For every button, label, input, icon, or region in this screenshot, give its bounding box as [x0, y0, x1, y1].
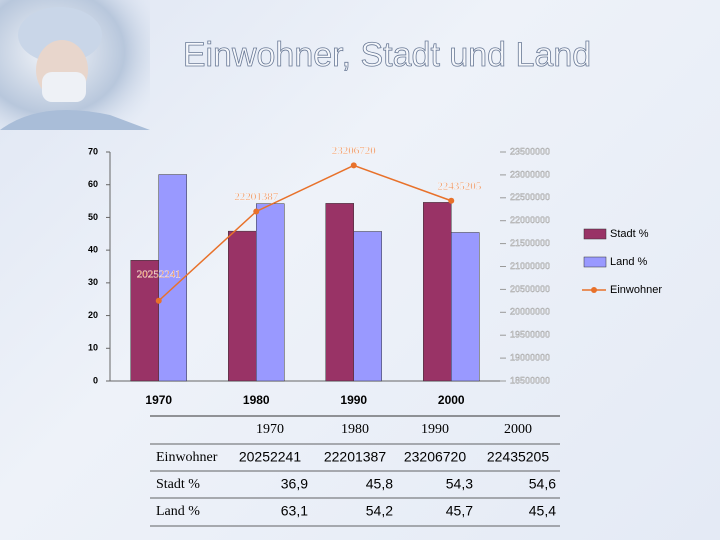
table-cell: 45,4 — [529, 503, 556, 519]
y-tick-label: 50 — [88, 212, 98, 222]
y-tick-label: 20 — [88, 310, 98, 320]
table-header: 1990 — [421, 422, 449, 437]
y-tick-label: 30 — [88, 277, 98, 287]
y2-tick-label: 23500000 — [510, 146, 550, 156]
table-row-label: Stadt % — [156, 477, 200, 492]
y2-tick-label: 20500000 — [510, 284, 550, 294]
table-cell: 23206720 — [404, 449, 467, 465]
table-cell: 20252241 — [239, 449, 302, 465]
bar — [130, 260, 159, 382]
y2-tick-label: 19000000 — [510, 352, 550, 362]
line-point — [253, 208, 260, 215]
bar — [228, 230, 257, 382]
x-tick-label: 2000 — [438, 393, 465, 407]
y-tick-label: 60 — [88, 179, 98, 189]
legend-label: Stadt % — [610, 228, 649, 240]
table-cell: 22435205 — [487, 449, 550, 465]
y2-tick-label: 21500000 — [510, 238, 550, 248]
bar — [353, 231, 382, 382]
x-tick-label: 1990 — [340, 393, 367, 407]
y2-tick-label: 20000000 — [510, 307, 550, 317]
y2-tick-label: 19500000 — [510, 330, 550, 340]
y2-tick-label: 22500000 — [510, 192, 550, 202]
line-point — [448, 197, 455, 204]
data-label: 20252241 — [137, 268, 181, 280]
table-row-label: Einwohner — [156, 450, 218, 465]
table-cell: 36,9 — [281, 476, 308, 492]
bar — [256, 203, 285, 382]
table-header: 1980 — [341, 422, 369, 437]
bar — [325, 203, 354, 382]
y2-tick-label: 22000000 — [510, 215, 550, 225]
bar — [423, 202, 452, 382]
legend-label: Land % — [610, 256, 648, 268]
y2-tick-label: 18500000 — [510, 375, 550, 385]
data-label: 23206720 — [332, 145, 377, 157]
bar — [451, 232, 480, 382]
table-cell: 54,2 — [366, 503, 393, 519]
data-label: 22435205 — [437, 180, 482, 192]
slide-title: Einwohner, Stadt und Land — [183, 36, 591, 74]
y-tick-label: 40 — [88, 245, 98, 255]
table-cell: 54,3 — [446, 476, 473, 492]
y2-tick-label: 21000000 — [510, 261, 550, 271]
legend-swatch — [583, 256, 607, 268]
table-cell: 63,1 — [281, 503, 308, 519]
y2-tick-label: 23000000 — [510, 169, 550, 179]
table-row-label: Land % — [156, 504, 200, 519]
table-cell: 54,6 — [529, 476, 556, 492]
table-cell: 45,8 — [366, 476, 393, 492]
x-tick-label: 1980 — [243, 393, 270, 407]
table-header: 1970 — [256, 422, 284, 437]
line — [158, 164, 452, 302]
y-tick-label: 0 — [93, 375, 98, 385]
legend-marker — [591, 287, 597, 293]
line-point — [155, 297, 162, 304]
line-point — [350, 162, 357, 169]
x-tick-label: 1970 — [145, 393, 172, 407]
legend-label: Einwohner — [610, 284, 662, 296]
table-cell: 45,7 — [446, 503, 473, 519]
legend-swatch — [583, 228, 607, 240]
bar — [158, 174, 187, 382]
photo — [0, 0, 150, 130]
table-cell: 22201387 — [324, 449, 387, 465]
y-tick-label: 10 — [88, 343, 98, 353]
data-label: 22201387 — [234, 191, 279, 203]
y-tick-label: 70 — [88, 146, 98, 156]
table-header: 2000 — [504, 422, 532, 437]
